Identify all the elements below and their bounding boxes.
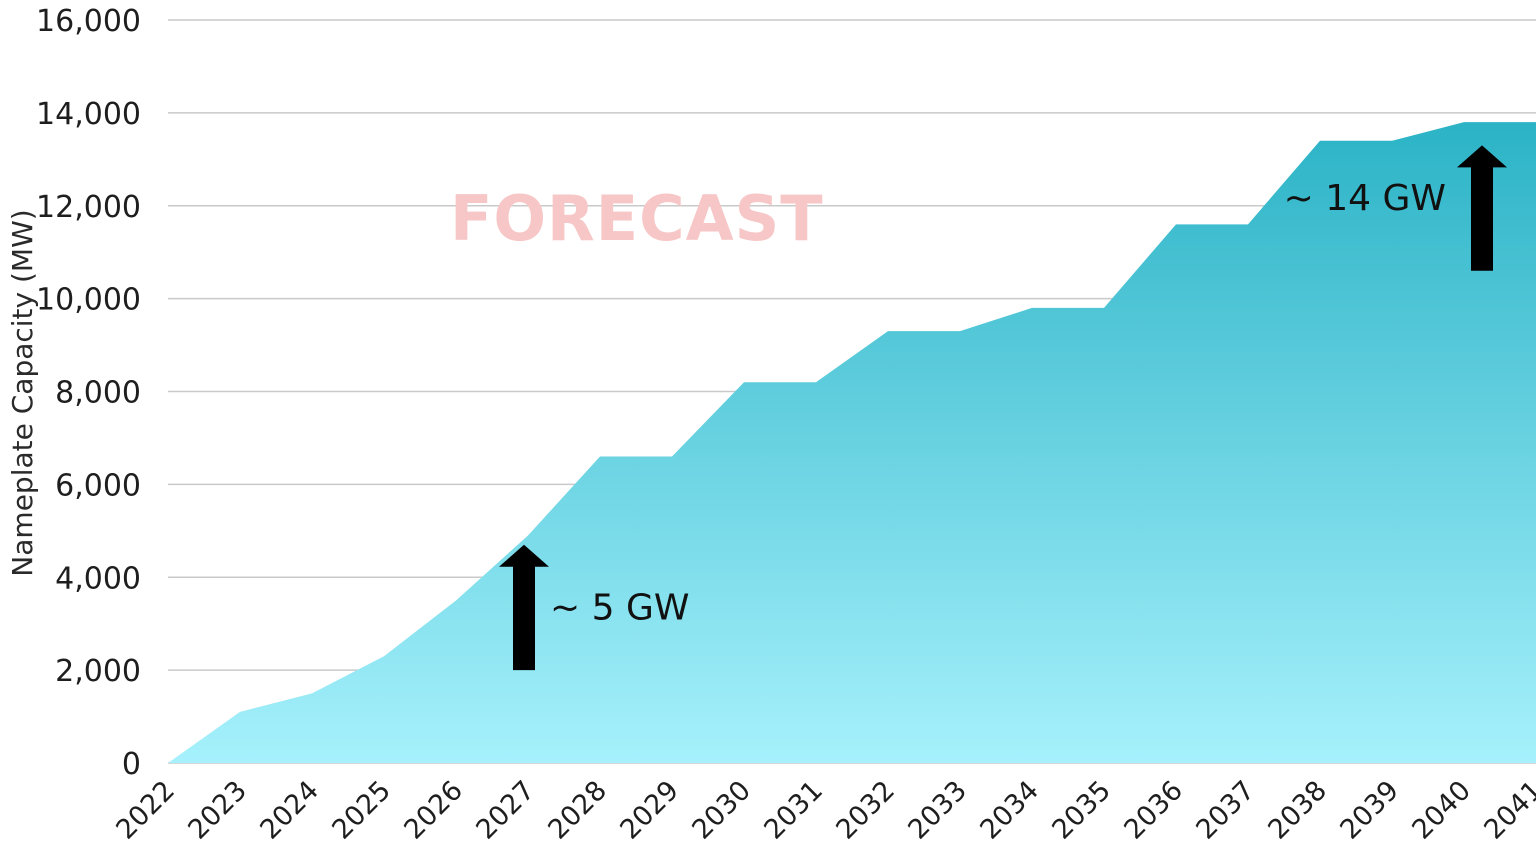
x-tick-label: 2024 xyxy=(254,775,325,846)
annotation-label: ~ 5 GW xyxy=(550,587,689,628)
y-tick-label: 10,000 xyxy=(36,283,141,318)
annotations: ~ 5 GW ~ 14 GW xyxy=(499,145,1507,671)
x-tick-label: 2036 xyxy=(1118,775,1189,846)
x-tick-label: 2023 xyxy=(182,775,253,846)
x-tick-label: 2034 xyxy=(974,775,1045,846)
y-tick-label: 6,000 xyxy=(55,468,141,503)
annotation-label: ~ 14 GW xyxy=(1284,178,1446,219)
up-arrow-icon xyxy=(1457,145,1507,271)
y-tick-label: 12,000 xyxy=(36,190,141,225)
x-tick-label: 2040 xyxy=(1406,775,1477,846)
y-tick-labels: 0 2,000 4,000 6,000 8,000 10,000 12,000 14,000 1… xyxy=(36,4,141,782)
x-tick-label: 2031 xyxy=(758,775,829,846)
x-tick-label: 2033 xyxy=(902,775,973,846)
y-tick-label: 16,000 xyxy=(36,4,141,39)
x-tick-label: 2039 xyxy=(1334,775,1405,846)
x-tick-label: 2026 xyxy=(398,775,469,846)
capacity-area xyxy=(168,122,1536,764)
y-tick-label: 2,000 xyxy=(55,654,141,689)
y-tick-label: 4,000 xyxy=(55,561,141,596)
x-tick-label: 2025 xyxy=(326,775,397,846)
x-tick-label: 2027 xyxy=(470,775,541,846)
x-tick-label: 2022 xyxy=(110,775,181,846)
x-tick-label: 2035 xyxy=(1046,775,1117,846)
x-tick-label: 2038 xyxy=(1262,775,1333,846)
up-arrow-icon xyxy=(499,544,549,671)
x-tick-label: 2028 xyxy=(542,775,613,846)
x-tick-label: 2037 xyxy=(1190,775,1261,846)
x-tick-label: 2030 xyxy=(686,775,757,846)
y-tick-label: 14,000 xyxy=(36,97,141,132)
y-axis-title: Nameplate Capacity (MW) xyxy=(6,209,39,576)
y-tick-label: 0 xyxy=(122,747,141,782)
x-tick-label: 2029 xyxy=(614,775,685,846)
forecast-watermark: FORECAST xyxy=(450,182,824,255)
y-tick-label: 8,000 xyxy=(55,376,141,411)
x-tick-label: 2032 xyxy=(830,775,901,846)
x-tick-label: 2041 xyxy=(1478,775,1536,846)
x-tick-labels: 2022 2023 2024 2025 2026 2027 2028 2029 2030 2031… xyxy=(110,775,1536,846)
